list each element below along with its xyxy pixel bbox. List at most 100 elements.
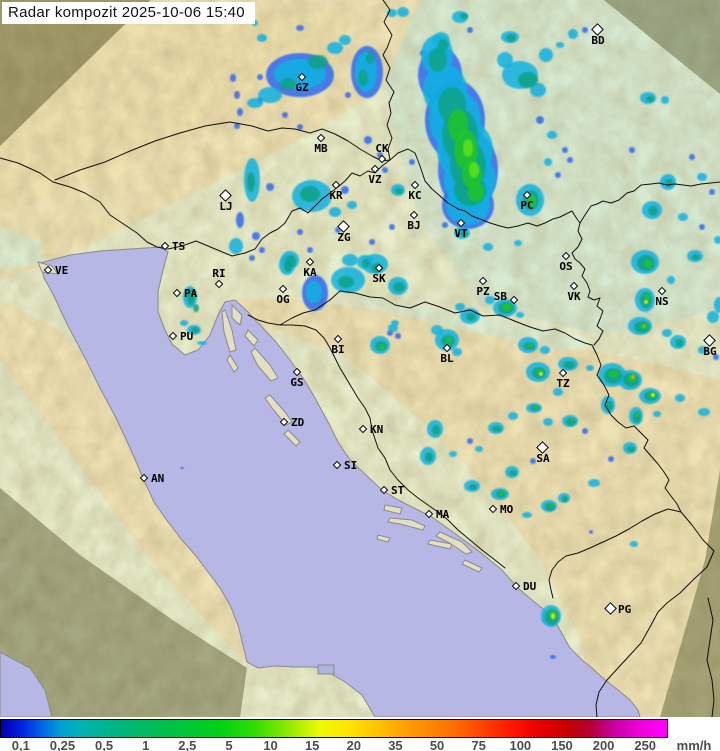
- rain-cell-b: [296, 25, 304, 31]
- rain-cell-t: [193, 304, 199, 312]
- legend-tick-2: 0,5: [95, 738, 114, 751]
- legend-tick-7: 15: [304, 738, 320, 751]
- station-label: OG: [276, 293, 290, 306]
- rain-cell-t: [469, 484, 477, 490]
- station-label: AN: [151, 472, 165, 485]
- rain-cell-b: [629, 147, 635, 153]
- rain-cell-b: [180, 467, 184, 469]
- rain-cell-c: [483, 243, 493, 251]
- rain-cell-t: [506, 34, 516, 42]
- border-austria-hungary: [382, 0, 395, 161]
- rain-cell-c: [514, 240, 522, 246]
- legend-tick-6: 10: [263, 738, 278, 751]
- rain-cell-c: [391, 320, 399, 326]
- rain-cell-t: [432, 425, 440, 435]
- rain-cell-t: [665, 179, 673, 187]
- border-croatia-hungary: [389, 148, 581, 229]
- rain-cell-t: [300, 186, 320, 202]
- rain-cell-c: [568, 29, 578, 39]
- rain-cell-t: [425, 452, 433, 462]
- rain-cell-b: [550, 655, 556, 659]
- rain-cell-b: [252, 232, 260, 240]
- rain-cell-t: [675, 339, 683, 347]
- legend-tick-12: 100: [509, 738, 532, 751]
- legend-tick-13: 150: [551, 738, 573, 751]
- rain-cell-c: [530, 83, 546, 97]
- rain-cell-b: [297, 229, 303, 235]
- legend-tick-8: 20: [346, 738, 362, 751]
- rain-cell-b: [364, 136, 372, 144]
- rain-cell-c: [547, 131, 557, 139]
- station-label: BD: [591, 34, 605, 47]
- rain-cell-g: [644, 260, 652, 268]
- station-label: MO: [500, 503, 514, 516]
- rain-cell-c: [675, 394, 685, 402]
- station-label: BI: [331, 343, 345, 356]
- rain-cell-c: [516, 312, 524, 318]
- border-slovenia-croatia: [167, 159, 391, 257]
- rain-cell-y: [539, 372, 543, 376]
- rain-cell-g: [549, 503, 553, 507]
- rain-cell-g: [528, 195, 536, 207]
- rain-cell-c: [257, 34, 267, 42]
- rain-cell-c: [540, 346, 550, 354]
- border-hungary-serbia: [579, 181, 720, 224]
- rain-cell-b: [234, 123, 240, 129]
- rain-cell-c: [229, 238, 243, 254]
- rain-cell-b: [582, 428, 588, 434]
- rain-cell-b: [567, 157, 573, 163]
- rain-cell-b: [467, 438, 473, 444]
- basemap-layer: [0, 0, 720, 717]
- legend-tick-0: 0,1: [11, 738, 30, 751]
- rain-cell-t: [362, 259, 370, 267]
- station-label: GZ: [295, 81, 309, 94]
- rain-cell-b: [307, 247, 313, 253]
- rain-cell-c: [698, 408, 710, 416]
- rain-cell-b: [341, 186, 349, 194]
- rain-cell-b: [282, 112, 288, 118]
- station-label: PU: [180, 330, 194, 343]
- rain-cell-g: [499, 491, 505, 495]
- legend-tick-5: 5: [225, 738, 233, 751]
- legend-tick-15: 250: [634, 738, 657, 751]
- station-label: PZ: [476, 285, 490, 298]
- rain-cell-t: [429, 48, 447, 72]
- station-label: NS: [655, 295, 669, 308]
- rain-cell-t: [460, 231, 468, 237]
- rain-cell-t: [627, 446, 635, 452]
- range-edge-topleft: [0, 0, 150, 146]
- rain-cell-t: [338, 276, 354, 288]
- rain-cell-b: [608, 456, 614, 462]
- legend-tick-11: 75: [471, 738, 486, 751]
- legend-tick-14: 200: [592, 738, 615, 751]
- rain-cell-c: [449, 451, 457, 457]
- station-label: SA: [536, 452, 550, 465]
- border-albania: [706, 597, 715, 717]
- rain-cell-c: [667, 276, 675, 284]
- rain-cell-b: [345, 92, 351, 98]
- rain-cell-b: [709, 189, 715, 195]
- rain-cell-o: [631, 375, 635, 379]
- country-borders: [0, 0, 720, 717]
- rain-cell-c: [661, 96, 669, 104]
- station-label: RI: [212, 267, 226, 280]
- rain-cell-g: [644, 294, 650, 302]
- rain-cell-g: [609, 370, 619, 378]
- rain-cell-g: [191, 291, 195, 297]
- station-label: TS: [172, 240, 186, 253]
- rain-cell-b: [562, 147, 568, 153]
- rain-cell-g: [502, 303, 512, 311]
- legend-tick-3: 1: [142, 738, 150, 751]
- station-label: VT: [454, 227, 468, 240]
- rain-cell-t: [358, 70, 368, 86]
- station-label: LJ: [219, 200, 233, 213]
- rain-cell-G: [469, 162, 479, 178]
- rain-cell-t: [492, 426, 502, 432]
- rain-cell-c: [388, 324, 398, 332]
- rain-cell-y: [644, 300, 648, 304]
- rain-cell-b: [382, 167, 388, 173]
- rain-cell-b: [555, 172, 561, 178]
- rain-cell-t: [646, 96, 654, 102]
- rain-cell-b: [689, 154, 695, 160]
- rain-cell-c: [543, 418, 553, 426]
